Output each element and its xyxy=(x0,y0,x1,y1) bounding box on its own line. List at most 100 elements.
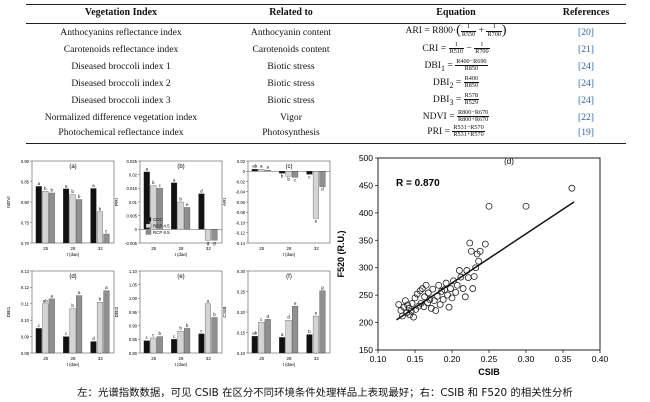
bar xyxy=(76,199,83,244)
y-tick-label: 500 xyxy=(359,153,373,163)
bar-significance-label: c xyxy=(146,335,149,340)
y-tick-label: -0.06 xyxy=(235,200,245,205)
index-equation: DBI3 = R578 R529 xyxy=(432,92,480,108)
data-point xyxy=(475,257,483,265)
y-tick-label: 0 xyxy=(135,227,138,232)
y-tick-label: 0.13 xyxy=(21,269,30,274)
y-tick-label: 450 xyxy=(359,180,373,190)
bar-panel: (f)0.300.250.200.150.10CSIBabcd25ade28be… xyxy=(222,269,331,367)
bar xyxy=(264,319,271,354)
index-reference: [24] xyxy=(578,61,594,72)
bar-significance-label: a xyxy=(78,290,81,295)
index-related: Biotic stress xyxy=(267,95,315,106)
bar-significance-label: ab xyxy=(43,298,49,303)
bar xyxy=(42,191,49,244)
y-tick-label: 1.10 xyxy=(129,269,138,274)
data-point xyxy=(421,293,429,301)
table-row: Diseased broccoli index 3 Biotic stress … xyxy=(26,92,626,110)
spectral-index-bar-charts: (a) 0.90 0.85 0.80 0.75 0.70 NDVI a b b 25 a b b 28 a b c… xyxy=(0,151,348,381)
y-tick-label: 0.08 xyxy=(21,351,30,356)
legend-label: RCP 8.5 xyxy=(153,230,170,235)
vegetation-index-table: Vegetation Index Related to Equation Ref… xyxy=(26,2,626,144)
bar-significance-label: b xyxy=(99,206,102,211)
bar xyxy=(285,320,292,354)
data-point xyxy=(445,303,453,311)
data-point xyxy=(459,285,467,292)
y-tick-label: 0.12 xyxy=(21,285,30,290)
index-equation: DBI2 = R400 R850 xyxy=(432,75,480,91)
x-tick-label: 28 xyxy=(179,246,184,251)
index-name: Normalized difference vegetation index xyxy=(44,112,198,123)
data-point xyxy=(410,313,417,321)
bar-significance-label: b xyxy=(158,331,161,336)
bar xyxy=(35,328,42,354)
data-point xyxy=(568,184,576,192)
bar-significance-label: b xyxy=(50,187,53,192)
chart-title: (d) xyxy=(504,157,514,166)
x-tick-label: 25 xyxy=(151,246,156,251)
bar xyxy=(319,290,326,354)
index-equation: ARI = R800·(1 R550 + 1 R700) xyxy=(405,23,507,38)
bar-significance-label: d xyxy=(321,187,324,192)
data-point xyxy=(404,301,411,309)
data-point xyxy=(401,297,409,305)
data-point xyxy=(469,285,477,292)
csib-f520-scatter-chart: 0.10 0.15 0.20 0.25 0.30 0.35 0.40 500 450 400 350… xyxy=(330,146,648,384)
bar-significance-label: a xyxy=(50,293,53,298)
index-related: Biotic stress xyxy=(267,61,315,72)
bar-significance-label: b xyxy=(179,197,182,202)
x-tick-label: 28 xyxy=(179,356,184,361)
y-tick-label: -0.02 xyxy=(235,179,245,184)
bar-significance-label: ab xyxy=(252,164,258,169)
y-axis-label: F520 (R.U.) xyxy=(336,230,346,277)
y-axis-label: ARI xyxy=(222,198,228,206)
header-equation: Equation xyxy=(436,7,476,18)
bar-significance-label: a xyxy=(145,166,148,171)
data-point xyxy=(448,294,456,302)
x-tick-label: 32 xyxy=(206,356,211,361)
x-axis-label: t (dae) xyxy=(175,252,188,257)
bar-significance-label: b xyxy=(308,329,311,334)
x-tick-label: 32 xyxy=(314,246,319,251)
y-tick-label: -0.14 xyxy=(235,241,245,246)
bar-significance-label: ab xyxy=(252,331,258,336)
table-row: Photochemical reflectance index Photosyn… xyxy=(26,124,626,142)
data-point xyxy=(485,202,493,210)
legend-swatch xyxy=(145,230,152,235)
index-related: Anthocyanin content xyxy=(250,27,332,38)
figure-caption: 左：光谱指数数据，可见 CSIB 在区分不同环境条件处理样品上表现最好；右：CS… xyxy=(77,387,573,399)
index-reference: [20] xyxy=(578,27,594,38)
y-tick-label: 0.10 xyxy=(21,318,30,323)
bar xyxy=(264,170,271,172)
index-reference: [24] xyxy=(578,95,594,106)
data-point xyxy=(408,299,416,307)
bar xyxy=(251,336,258,354)
bar-panel: (d)0.130.120.110.100.090.08DBI1caba25cba… xyxy=(6,269,115,367)
table-bottom-rule xyxy=(26,143,626,144)
bar xyxy=(69,194,76,244)
y-axis-label: PRI xyxy=(114,198,120,206)
bar-significance-label: c xyxy=(200,328,203,333)
y-tick-label: 0.70 xyxy=(21,241,30,246)
y-tick-label: -0.005 xyxy=(125,241,138,246)
bar xyxy=(177,201,184,230)
bar-significance-label: c xyxy=(105,228,108,233)
bar-significance-label: b xyxy=(152,180,155,185)
bar-significance-label: g xyxy=(207,240,210,245)
bar-significance-label: b xyxy=(213,312,216,317)
bar xyxy=(90,188,97,244)
index-reference: [19] xyxy=(578,127,594,138)
bar-significance-label: c xyxy=(65,331,68,336)
bar-panel: (b)0.0250.020.0150.010.0050-0.005PRIabc2… xyxy=(114,159,223,257)
data-point xyxy=(416,287,424,295)
x-tick-label: 32 xyxy=(98,246,103,251)
bar xyxy=(312,171,319,219)
bar xyxy=(198,333,205,354)
data-point xyxy=(429,285,437,293)
y-tick-label: 200 xyxy=(359,318,373,328)
bar xyxy=(63,336,70,354)
index-reference: [21] xyxy=(578,44,594,55)
bar-significance-label: d xyxy=(200,188,203,193)
